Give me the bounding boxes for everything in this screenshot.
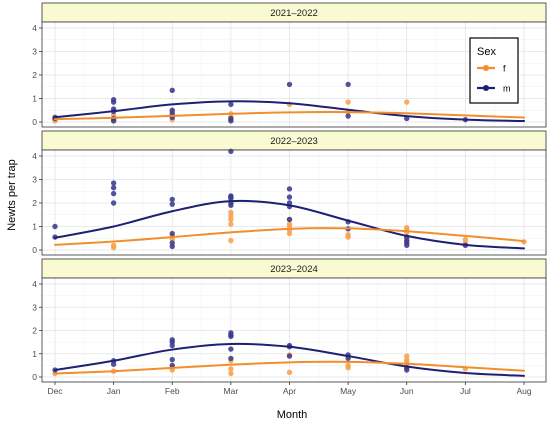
data-point-m	[228, 118, 234, 124]
data-point-m	[110, 200, 117, 206]
panel-3: 2023–2024 0 1 2 3 4 Dec Jan Feb Mar Apr May Jun Jul Au…	[32, 258, 547, 396]
data-point-m	[286, 81, 293, 88]
data-point-m	[286, 194, 293, 200]
plot-area	[42, 150, 546, 255]
x-tick-label: Jun	[400, 386, 414, 396]
data-point-m	[228, 195, 234, 201]
x-tick-label: Aug	[516, 386, 531, 396]
data-point-f	[345, 99, 351, 105]
data-point-m	[110, 185, 117, 191]
y-tick-label: 1	[32, 349, 37, 359]
x-tick-label: Dec	[47, 386, 63, 396]
panel-2: 2022–2023 0 1 2 3 4	[32, 130, 547, 256]
legend-title: Sex	[477, 46, 496, 58]
y-tick-label: 0	[32, 117, 37, 127]
legend-label-m: m	[503, 84, 511, 94]
data-point-m	[228, 333, 234, 340]
data-point-m	[169, 230, 175, 237]
data-point-f	[228, 237, 234, 244]
data-point-f	[228, 209, 234, 216]
data-point-m	[169, 243, 175, 250]
trend-line-m	[54, 100, 525, 123]
y-tick-label: 4	[32, 279, 37, 289]
data-point-f	[228, 366, 234, 372]
y-tick-label: 4	[32, 23, 37, 33]
legend-box	[469, 37, 519, 104]
data-point-m	[169, 362, 175, 369]
y-tick-label: 2	[32, 198, 37, 208]
data-point-f	[228, 221, 234, 227]
data-point-m	[110, 190, 117, 197]
y-tick-label: 3	[32, 302, 37, 312]
y-tick-label: 1	[32, 94, 37, 104]
y-tick-label: 1	[32, 222, 37, 232]
y-tick-label: 3	[32, 175, 37, 185]
y-axis-title: Newts per trap	[6, 159, 18, 231]
trend-line-m	[54, 342, 525, 377]
data-point-f	[286, 221, 293, 227]
y-tick-label: 0	[32, 372, 37, 382]
data-point-f	[110, 244, 117, 251]
data-point-f	[404, 224, 410, 231]
legend-label-f: f	[503, 64, 506, 74]
x-axis-title: Month	[277, 409, 308, 421]
data-point-m	[169, 201, 175, 207]
legend-key-point-m	[483, 85, 489, 91]
data-point-m	[228, 101, 234, 108]
data-point-f	[286, 369, 293, 376]
panels: 2021–2022012342022–2023012342023–2024012…	[32, 2, 547, 396]
data-point-m	[169, 342, 175, 349]
trend-line-f	[54, 360, 525, 375]
x-tick-label: Apr	[283, 386, 296, 396]
y-tick-label: 4	[32, 151, 37, 161]
data-point-m	[110, 99, 117, 105]
data-point-m	[286, 186, 293, 192]
data-point-m	[52, 223, 58, 230]
data-point-f	[404, 99, 410, 105]
panel-border	[41, 277, 547, 383]
panel-border	[41, 21, 547, 128]
x-tick-label: May	[340, 386, 357, 396]
data-point-f	[345, 365, 351, 371]
data-point-m	[228, 202, 234, 209]
panel-border	[41, 149, 547, 256]
y-tick-label: 2	[32, 70, 37, 80]
x-tick-label: Feb	[165, 386, 180, 396]
trend-line-f	[54, 111, 525, 121]
data-point-m	[110, 361, 117, 367]
x-tick-label: Mar	[224, 386, 239, 396]
x-tick-label: Jan	[107, 386, 121, 396]
trend-line-f	[54, 227, 525, 246]
y-tick-label: 2	[32, 326, 37, 336]
data-point-m	[228, 355, 234, 362]
facet-strip-label: 2021–2022	[270, 8, 318, 19]
trend-line-m	[54, 199, 525, 250]
y-tick-label: 0	[32, 245, 37, 255]
data-point-m	[345, 113, 351, 119]
data-point-f	[228, 370, 234, 377]
data-point-m	[404, 367, 410, 373]
panel-1: 2021–2022 0 1 2 3 4	[32, 2, 547, 128]
data-point-m	[228, 346, 234, 352]
data-point-m	[345, 81, 351, 88]
data-point-m	[228, 148, 234, 154]
facet-strip-label: 2023–2024	[270, 264, 318, 275]
data-point-m	[169, 356, 175, 363]
plot-area	[42, 278, 546, 382]
data-point-m	[169, 87, 175, 93]
facet-strip-label: 2022–2023	[270, 136, 318, 147]
x-tick-label: Jul	[460, 386, 471, 396]
data-point-m	[110, 180, 117, 186]
data-point-m	[169, 196, 175, 203]
legend-key-point-f	[483, 65, 489, 71]
data-point-f	[345, 232, 351, 238]
data-point-m	[286, 353, 293, 359]
y-tick-label: 3	[32, 47, 37, 57]
data-point-m	[286, 216, 293, 223]
data-point-m	[404, 242, 410, 248]
